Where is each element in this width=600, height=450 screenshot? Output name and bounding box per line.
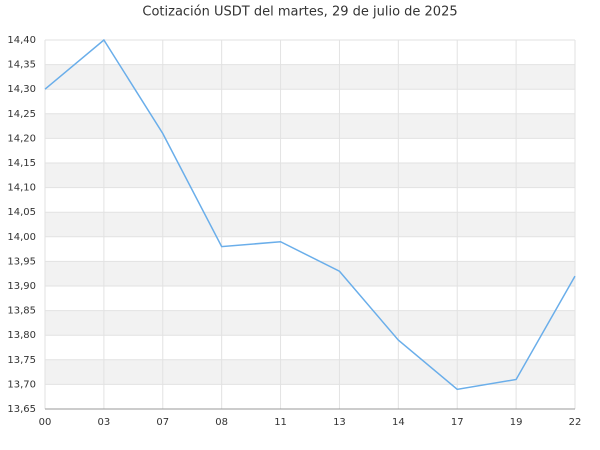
grid-band — [45, 64, 575, 90]
x-tick-label: 03 — [98, 417, 111, 428]
y-tick-label: 13,85 — [7, 306, 36, 317]
grid-band — [45, 261, 575, 286]
grid-band — [45, 310, 575, 336]
y-tick-label: 14,20 — [7, 133, 36, 144]
grid-band — [45, 359, 575, 385]
y-tick-label: 14,25 — [7, 109, 36, 120]
y-tick-label: 14,05 — [7, 207, 36, 218]
x-tick-label: 00 — [39, 417, 52, 428]
x-tick-label: 19 — [510, 417, 523, 428]
y-tick-label: 13,65 — [7, 404, 36, 415]
y-tick-label: 13,90 — [7, 281, 36, 292]
y-tick-label: 14,35 — [7, 60, 36, 71]
y-tick-label: 13,75 — [7, 355, 36, 366]
chart-title: Cotización USDT del martes, 29 de julio … — [142, 5, 457, 20]
grid-band — [45, 212, 575, 237]
y-tick-label: 13,70 — [7, 379, 36, 390]
x-tick-label: 14 — [392, 417, 405, 428]
y-tick-label: 14,15 — [7, 158, 36, 169]
y-tick-label: 14,40 — [7, 35, 36, 46]
y-tick-label: 14,00 — [7, 232, 36, 243]
grid-band — [45, 163, 575, 188]
grid-band — [45, 113, 575, 139]
y-tick-label: 14,10 — [7, 183, 36, 194]
y-tick-label: 13,80 — [7, 330, 36, 341]
x-tick-label: 17 — [451, 417, 464, 428]
x-tick-label: 08 — [215, 417, 228, 428]
y-tick-label: 14,30 — [7, 84, 36, 95]
x-tick-label: 11 — [274, 417, 287, 428]
x-tick-label: 22 — [569, 417, 582, 428]
data-line — [44, 38, 576, 391]
x-tick-label: 07 — [156, 417, 169, 428]
x-tick-label: 13 — [333, 417, 346, 428]
y-tick-label: 13,95 — [7, 256, 36, 267]
